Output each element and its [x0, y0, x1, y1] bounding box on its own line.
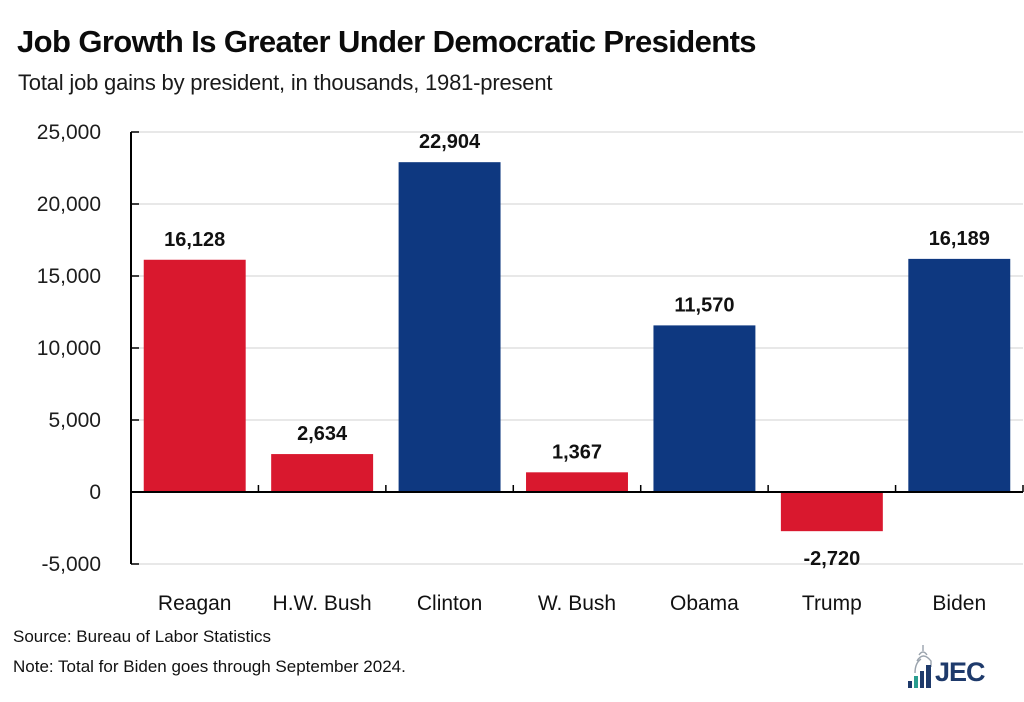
data-label: -2,720 — [803, 548, 860, 570]
logo-text: JEC — [935, 657, 986, 687]
data-labels: 16,128 2,634 22,904 1,367 11,570 -2,720 16,189 — [164, 131, 990, 570]
bar-w-bush — [526, 472, 628, 492]
bar-clinton — [398, 162, 501, 492]
y-tick-label: 25,000 — [37, 121, 101, 144]
x-axis-tick-labels: Reagan H.W. Bush Clinton W. Bush Obama Trump B… — [158, 592, 986, 615]
y-tick-label: -5,000 — [41, 553, 101, 576]
x-tick-label: Obama — [670, 592, 739, 615]
x-tick-label: Clinton — [417, 592, 482, 615]
chart-subtitle: Total job gains by president, in thousan… — [18, 70, 553, 95]
bar-obama — [653, 325, 756, 492]
x-tick-label: Biden — [932, 592, 986, 615]
data-label: 16,189 — [929, 228, 990, 250]
data-label: 1,367 — [552, 441, 602, 463]
data-label: 2,634 — [297, 423, 348, 445]
axes — [130, 131, 1024, 565]
footnote: Note: Total for Biden goes through Septe… — [13, 657, 406, 676]
y-tick-label: 5,000 — [48, 409, 101, 432]
data-label: 22,904 — [419, 131, 481, 153]
bar-biden — [908, 258, 1011, 492]
x-tick-label: W. Bush — [538, 592, 616, 615]
source-note: Source: Bureau of Labor Statistics — [13, 627, 271, 646]
bar-h-w-bush — [271, 454, 374, 492]
data-label: 16,128 — [164, 229, 225, 251]
y-tick-label: 15,000 — [37, 265, 101, 288]
y-tick-label: 20,000 — [37, 193, 101, 216]
jec-logo: JEC — [905, 643, 1000, 691]
capitol-dome-bar-chart-icon — [908, 645, 932, 688]
y-axis-tick-labels: -5,000 0 5,000 10,000 15,000 20,000 25,000 — [37, 121, 101, 576]
bar-trump — [780, 492, 883, 532]
bars — [143, 162, 1011, 532]
gridlines — [131, 131, 1023, 565]
x-tick-label: Reagan — [158, 592, 232, 615]
chart-title: Job Growth Is Greater Under Democratic P… — [17, 24, 757, 59]
x-tick-label: Trump — [802, 592, 862, 615]
y-tick-label: 10,000 — [37, 337, 101, 360]
y-tick-label: 0 — [89, 481, 101, 504]
bar-reagan — [143, 259, 246, 492]
x-tick-label: H.W. Bush — [273, 592, 372, 615]
data-label: 11,570 — [674, 294, 734, 316]
